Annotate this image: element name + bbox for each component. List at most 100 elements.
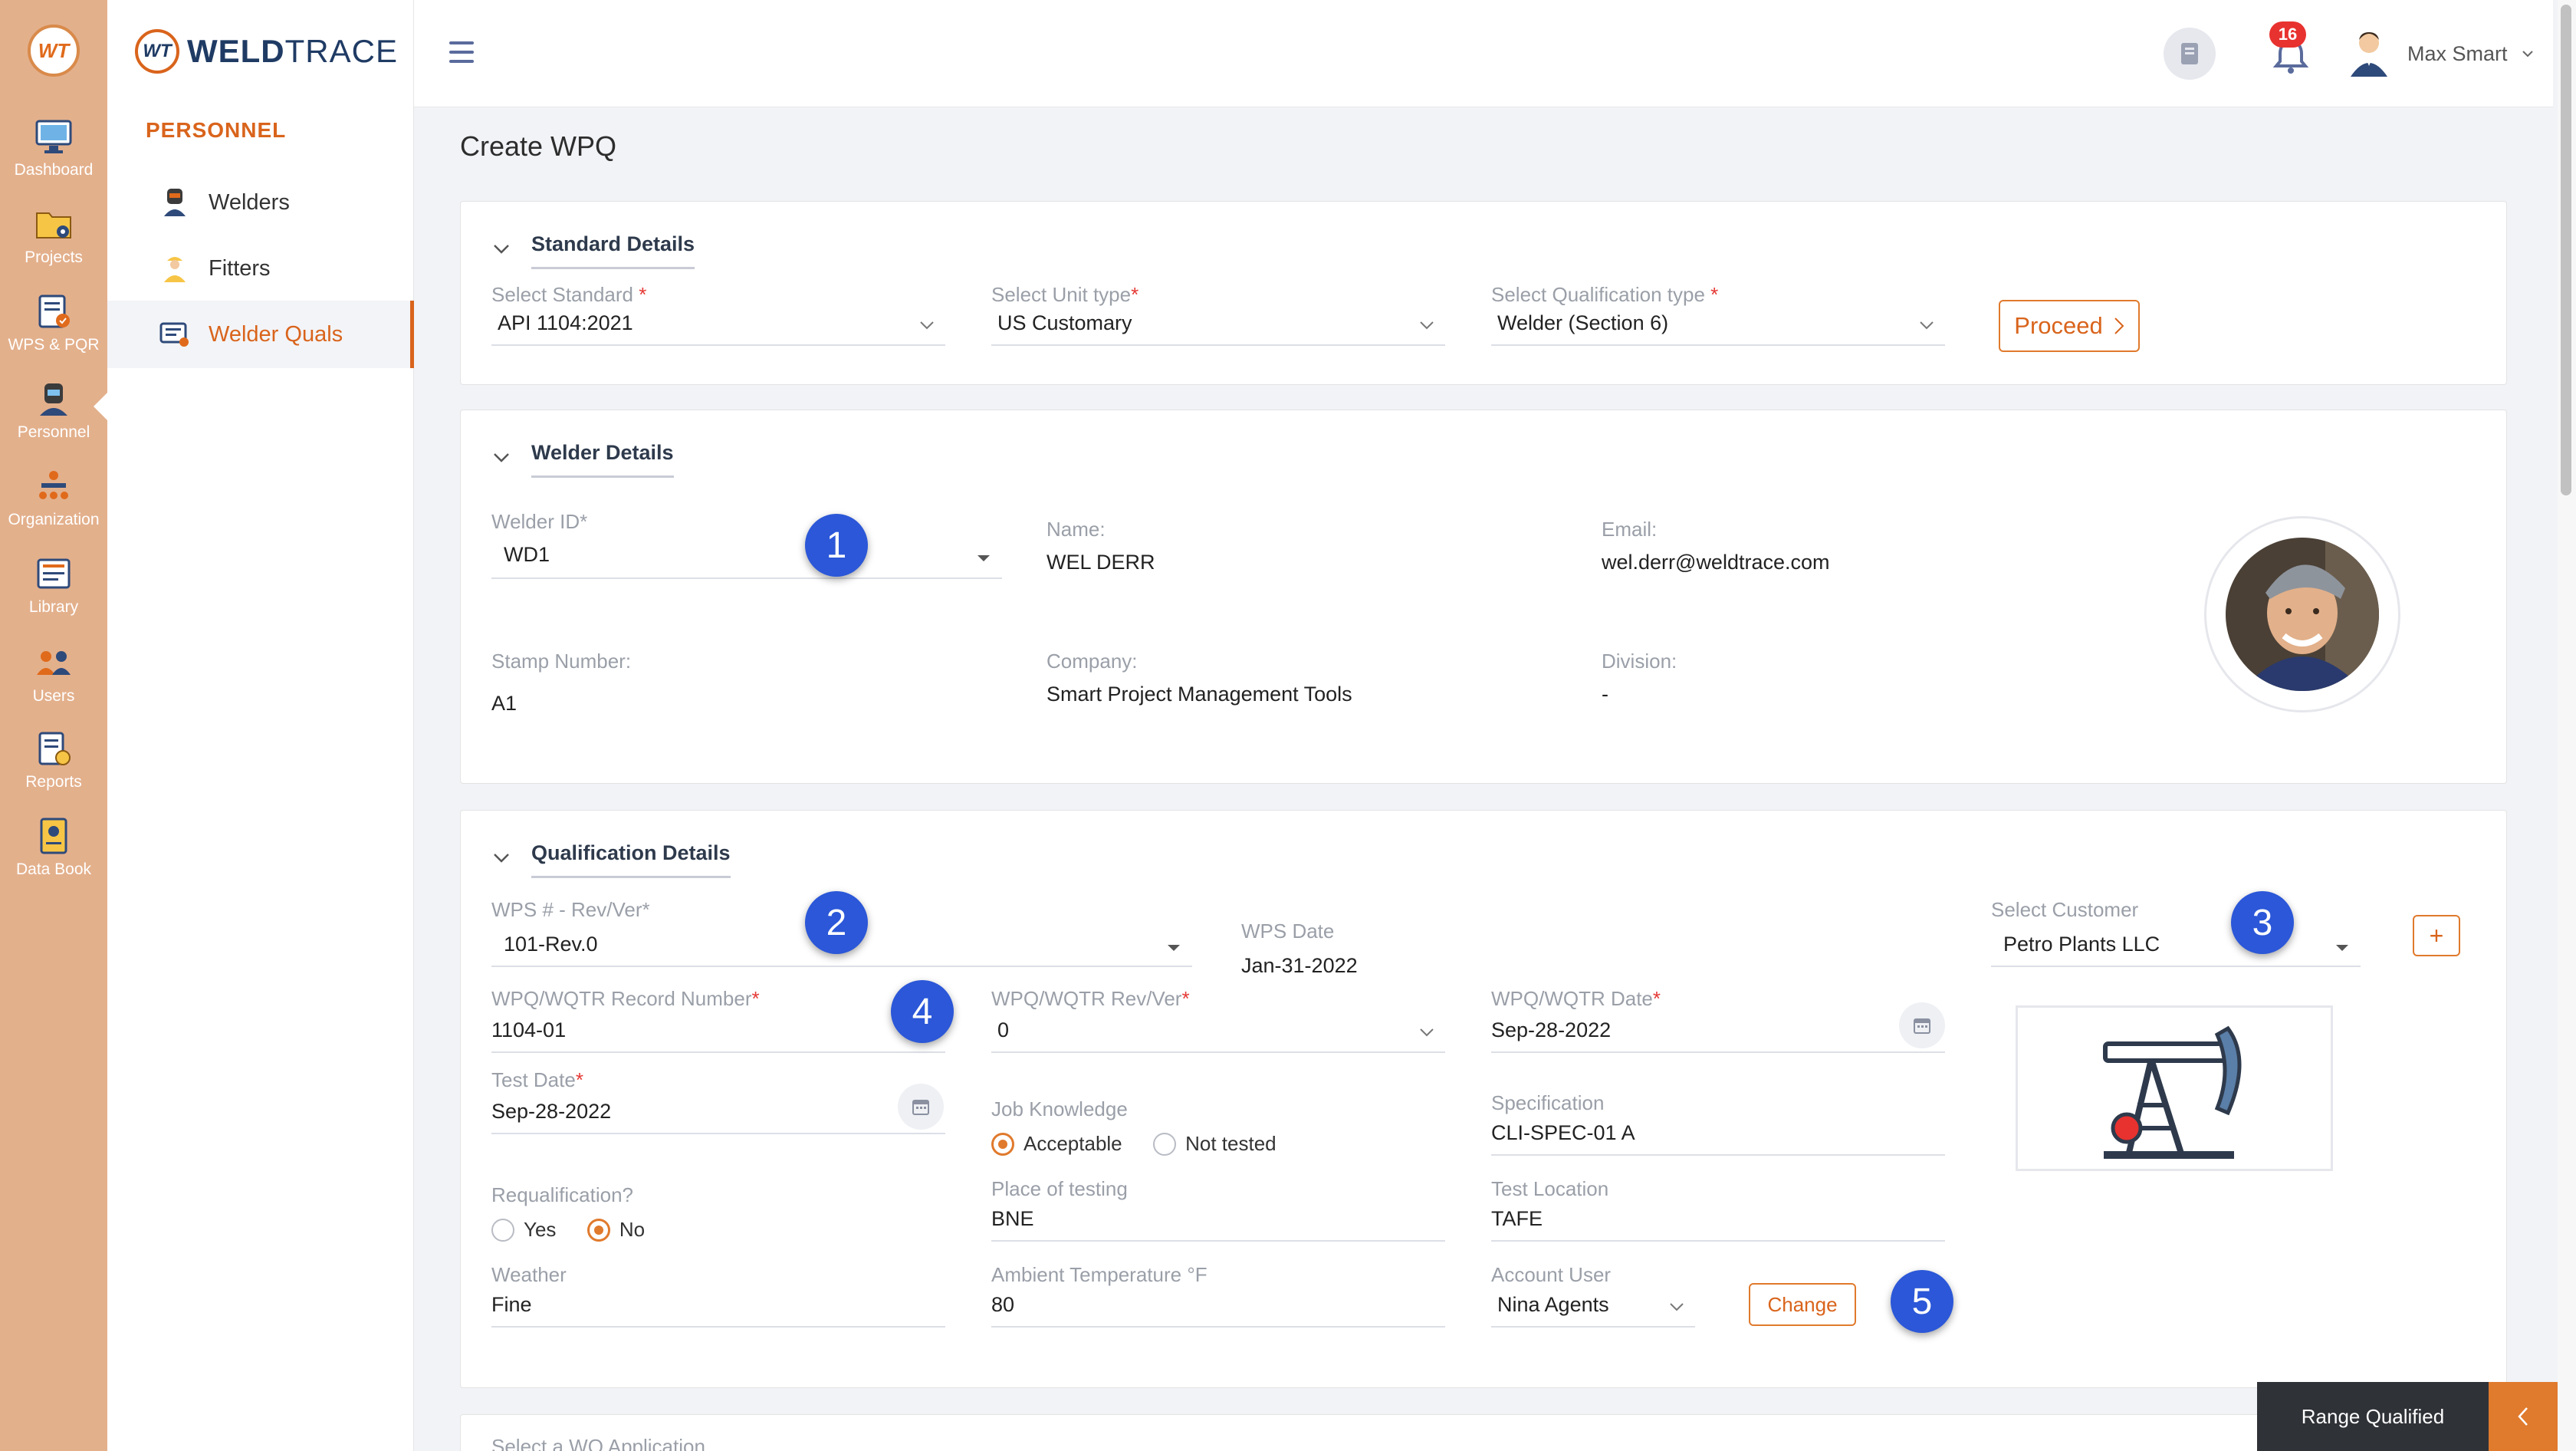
data-book-icon <box>32 814 75 857</box>
rail-item-dashboard[interactable]: Dashboard <box>0 115 107 179</box>
welder-name: Name: WEL DERR <box>1046 518 1155 574</box>
job-knowledge-group: Job Knowledge Acceptable Not tested <box>991 1097 1276 1156</box>
standard-details-header[interactable]: Standard Details <box>491 232 695 269</box>
caret-down-icon <box>978 555 990 561</box>
wpq-date-calendar-button[interactable] <box>1899 1002 1945 1048</box>
sidebar-item-label: Welder Quals <box>209 321 343 347</box>
sidebar-item-fitters[interactable]: Fitters <box>107 235 414 302</box>
rail-item-personnel[interactable]: Personnel <box>0 377 107 442</box>
organization-icon <box>32 465 75 508</box>
rail-item-organization[interactable]: Organization <box>0 465 107 529</box>
test-location-field[interactable]: Test Location TAFE <box>1491 1177 1945 1242</box>
annotation-badge-5: 5 <box>1891 1270 1953 1333</box>
range-qualified-label: Range Qualified <box>2301 1404 2445 1428</box>
record-number-field[interactable]: WPQ/WQTR Record Number* 1104-01 <box>491 987 945 1053</box>
sidebar-heading: PERSONNEL <box>146 118 287 142</box>
welder-icon <box>159 187 190 218</box>
requalification-yes-radio[interactable] <box>491 1218 514 1242</box>
wpq-date-field[interactable]: WPQ/WQTR Date* Sep-28-2022 <box>1491 987 1945 1053</box>
proceed-button[interactable]: Proceed <box>1999 300 2140 352</box>
welder-division: Division: - <box>1602 650 1677 706</box>
customer-select[interactable]: Select Customer Petro Plants LLC <box>1991 898 2361 967</box>
select-qualification-type[interactable]: Select Qualification type * Welder (Sect… <box>1491 283 1945 346</box>
range-qualified-panel[interactable]: Range Qualified <box>2257 1382 2558 1451</box>
fitter-icon <box>159 253 190 284</box>
user-avatar <box>2348 28 2394 80</box>
chevron-down-icon <box>1670 1303 1684 1311</box>
chevron-down-icon <box>494 453 509 462</box>
chevron-right-icon <box>2114 318 2124 334</box>
weather-field[interactable]: Weather Fine <box>491 1263 945 1328</box>
brand-name: WELDTRACE <box>187 33 399 69</box>
rail-item-reports[interactable]: Reports <box>0 727 107 791</box>
ambient-temperature-field[interactable]: Ambient Temperature °F 80 <box>991 1263 1445 1328</box>
active-indicator <box>94 393 107 420</box>
test-date-field[interactable]: Test Date* Sep-28-2022 <box>491 1068 945 1134</box>
customer-logo <box>2016 1005 2333 1171</box>
card-title: Standard Details <box>531 232 695 269</box>
help-book-button[interactable] <box>2164 28 2216 80</box>
secondary-sidebar: WT WELDTRACE PERSONNEL Welders Fitters W… <box>107 0 414 1451</box>
place-of-testing-field[interactable]: Place of testing BNE <box>991 1177 1445 1242</box>
job-knowledge-not-tested-radio[interactable] <box>1153 1132 1177 1156</box>
wpq-rev-select[interactable]: WPQ/WQTR Rev/Ver* 0 <box>991 987 1445 1053</box>
rail-item-projects[interactable]: Projects <box>0 202 107 267</box>
wps-date: WPS Date Jan-31-2022 <box>1241 920 1358 977</box>
standard-details-card: Standard Details Select Standard * API 1… <box>460 201 2507 385</box>
welder-portrait-image <box>2226 538 2379 691</box>
notification-count-badge: 16 <box>2269 21 2306 48</box>
scrollbar-thumb[interactable] <box>2561 5 2571 495</box>
requalification-no-radio[interactable] <box>586 1218 610 1242</box>
welder-photo <box>2204 516 2400 712</box>
brand-mark: WT <box>135 29 179 74</box>
reports-icon <box>32 727 75 770</box>
brand-logo[interactable]: WT WELDTRACE <box>135 29 398 74</box>
sidebar-item-welders[interactable]: Welders <box>107 169 414 236</box>
specification-field[interactable]: Specification CLI-SPEC-01 A <box>1491 1091 1945 1156</box>
chevron-left-icon <box>2518 1407 2528 1426</box>
range-qualified-toggle[interactable] <box>2489 1382 2558 1451</box>
account-user-select[interactable]: Account User Nina Agents <box>1491 1263 1695 1328</box>
requalification-group: Requalification? Yes No <box>491 1183 646 1242</box>
icon-rail: WT Dashboard Projects WPS & PQR Personne… <box>0 0 107 1451</box>
select-standard[interactable]: Select Standard * API 1104:2021 <box>491 283 945 346</box>
chevron-down-icon <box>494 854 509 863</box>
oil-pumpjack-image <box>2103 1025 2242 1159</box>
chevron-down-icon <box>494 245 509 254</box>
app-logo[interactable]: WT <box>28 25 80 77</box>
chevron-down-icon <box>2522 51 2533 58</box>
annotation-badge-2: 2 <box>805 891 868 954</box>
wq-application-card: Select a WQ Application <box>460 1414 2507 1451</box>
users-icon <box>32 641 75 684</box>
calendar-icon <box>912 1100 929 1115</box>
test-date-calendar-button[interactable] <box>898 1084 944 1130</box>
qualification-details-card: Qualification Details WPS # - Rev/Ver* 1… <box>460 810 2507 1388</box>
wps-rev-select[interactable]: WPS # - Rev/Ver* 101-Rev.0 <box>491 898 1192 967</box>
select-unit-type[interactable]: Select Unit type* US Customary <box>991 283 1445 346</box>
annotation-badge-4: 4 <box>891 980 954 1043</box>
rail-item-library[interactable]: Library <box>0 552 107 617</box>
sidebar-item-label: Fitters <box>209 255 271 281</box>
job-knowledge-acceptable-radio[interactable] <box>991 1132 1014 1156</box>
rail-item-users[interactable]: Users <box>0 641 107 706</box>
dashboard-icon <box>32 115 75 158</box>
user-menu[interactable]: Max Smart <box>2348 28 2534 80</box>
wq-application-label: Select a WQ Application <box>491 1435 705 1451</box>
sidebar-item-welder-quals[interactable]: Welder Quals <box>107 301 414 368</box>
rail-item-wps-pqr[interactable]: WPS & PQR <box>0 290 107 354</box>
qualification-details-header[interactable]: Qualification Details <box>491 841 731 878</box>
rail-item-data-book[interactable]: Data Book <box>0 814 107 879</box>
caret-down-icon <box>1168 945 1180 951</box>
menu-icon[interactable] <box>449 41 474 64</box>
change-account-user-button[interactable]: Change <box>1749 1283 1856 1326</box>
card-title: Qualification Details <box>531 841 731 878</box>
page-title: Create WPQ <box>460 130 617 162</box>
welder-company: Company: Smart Project Management Tools <box>1046 650 1352 706</box>
chevron-down-icon <box>1920 321 1934 330</box>
annotation-badge-3: 3 <box>2231 891 2294 954</box>
personnel-welder-icon <box>32 377 75 420</box>
add-customer-button[interactable]: + <box>2413 915 2460 956</box>
welder-details-header[interactable]: Welder Details <box>491 441 674 478</box>
welder-id-select[interactable]: Welder ID* WD1 <box>491 510 1002 579</box>
wps-pqr-icon <box>32 290 75 333</box>
